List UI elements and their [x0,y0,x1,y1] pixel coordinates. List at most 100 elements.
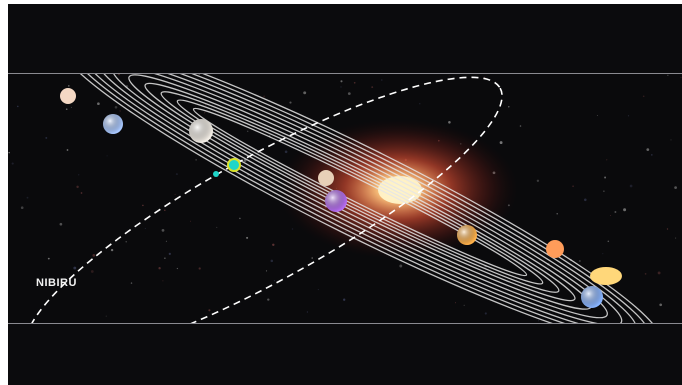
star [263,95,266,98]
star [106,155,108,157]
planet-5 [318,170,334,186]
orbit-3 [83,74,637,323]
star [306,311,309,313]
star [76,185,79,189]
planet-orbits [58,74,662,323]
star [265,270,268,272]
planet-1 [60,88,76,104]
star [164,257,166,259]
star [519,125,522,127]
star [110,248,114,252]
planet-2-shade [103,114,123,134]
star [144,227,146,229]
orbit-10 [192,107,528,277]
star [578,259,581,263]
star [536,179,540,182]
orbit-1 [58,74,662,323]
star [284,150,288,154]
star [161,229,165,232]
star [484,76,486,78]
star [176,267,179,270]
star [311,257,313,259]
star [198,74,201,75]
star [584,198,587,202]
star [508,106,510,108]
solar-system-illustration: NIBIRU [8,73,682,324]
star [47,257,50,260]
star [614,211,617,213]
star [666,228,669,230]
star [670,139,672,141]
letterbox-top [8,4,682,73]
planet-3-shade [189,119,213,143]
star [70,106,72,108]
star [291,228,294,230]
star [8,151,10,154]
star [610,215,612,216]
planet-6-shade [325,190,347,212]
solar-system-canvas [8,74,682,323]
star [399,264,403,268]
star [454,302,457,304]
star [195,159,197,161]
star [90,270,94,273]
star [499,141,503,145]
star [596,115,598,116]
planets [60,88,622,308]
star [168,252,171,255]
star [642,95,645,98]
orbit-4 [97,74,623,323]
star [97,102,100,106]
star [45,136,48,139]
star [317,289,319,291]
star [158,267,161,270]
star [125,241,127,243]
star [78,174,80,176]
planet-9 [590,267,622,285]
star [340,80,343,83]
planet-8 [546,240,564,258]
star [659,303,663,307]
star [270,259,274,263]
orbit-8 [160,91,560,293]
star [289,101,292,104]
star [680,77,682,78]
star [73,266,77,270]
star [59,222,63,226]
video-frame: NIBIRU [8,4,682,385]
star [604,176,607,179]
star [340,86,342,88]
star [175,173,178,176]
star [273,280,276,282]
star [353,81,356,84]
planet-4-moon [213,171,219,177]
star [190,220,192,222]
star [667,74,669,76]
star [119,110,121,112]
star [92,254,96,257]
star [11,162,14,165]
star [65,108,68,111]
star [657,271,661,275]
star [572,185,574,188]
star [246,130,249,133]
star [204,104,207,106]
star [463,304,465,306]
star [162,280,164,282]
star [174,193,176,195]
star [114,106,118,109]
star [80,192,83,194]
planet-10-shade [581,286,603,308]
star [602,253,604,255]
star [607,240,610,243]
star [303,91,307,95]
star [216,226,218,228]
planet-7-shade [457,225,477,245]
star [650,154,653,156]
star [627,115,630,117]
star [623,208,627,212]
star [606,159,608,161]
orbit-5 [112,74,608,319]
planet-4 [227,158,241,172]
star [644,273,647,275]
